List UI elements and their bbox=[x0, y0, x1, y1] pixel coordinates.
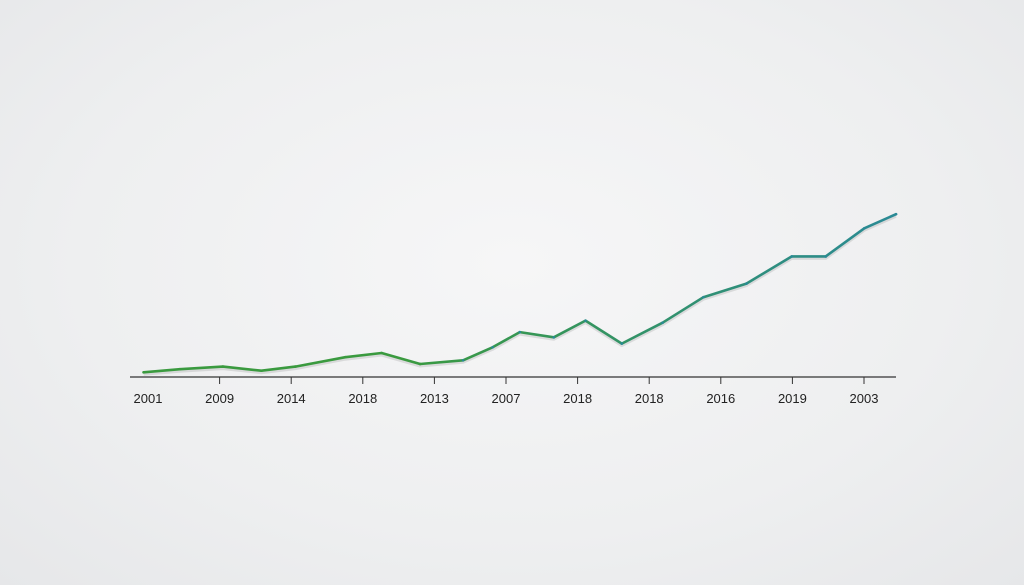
x-tick-label: 2019 bbox=[778, 391, 807, 406]
data-point bbox=[491, 345, 494, 349]
data-point bbox=[745, 282, 748, 285]
data-point bbox=[294, 365, 297, 368]
data-point bbox=[824, 255, 828, 258]
data-point bbox=[260, 369, 263, 373]
data-point bbox=[178, 367, 182, 371]
data-point bbox=[862, 226, 866, 230]
series-line bbox=[142, 212, 898, 374]
x-axis: 2001 2009 2014 2018 2013 2007 2018 2018 2016 2019… bbox=[130, 376, 896, 406]
x-tick-label: 2009 bbox=[205, 391, 234, 406]
data-point bbox=[343, 355, 347, 359]
x-tick-label: 2018 bbox=[563, 391, 592, 406]
data-point bbox=[380, 351, 383, 355]
data-point bbox=[620, 342, 624, 345]
x-tick-label: 2013 bbox=[420, 391, 449, 406]
series-line-shadow bbox=[143, 214, 897, 376]
data-point bbox=[142, 371, 145, 374]
data-point bbox=[461, 359, 465, 362]
data-point bbox=[584, 319, 587, 322]
data-point bbox=[518, 330, 522, 334]
x-tick-label: 2018 bbox=[635, 391, 664, 406]
x-tick-label: 2014 bbox=[277, 391, 306, 406]
data-point bbox=[418, 362, 422, 366]
data-point bbox=[790, 255, 794, 258]
data-point bbox=[894, 212, 898, 216]
x-tick-label: 2016 bbox=[706, 391, 735, 406]
plot-area bbox=[142, 212, 898, 376]
x-tick-label: 2007 bbox=[492, 391, 521, 406]
x-tick-label: 2001 bbox=[134, 391, 163, 406]
data-point bbox=[661, 321, 664, 325]
x-tick-label: 2018 bbox=[348, 391, 377, 406]
data-point bbox=[221, 365, 225, 368]
data-point bbox=[552, 336, 556, 339]
data-point bbox=[702, 295, 705, 299]
x-tick-label: 2003 bbox=[850, 391, 879, 406]
